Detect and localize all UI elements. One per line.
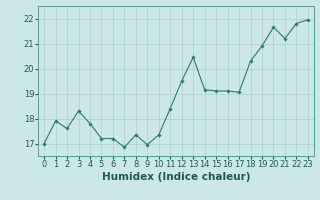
X-axis label: Humidex (Indice chaleur): Humidex (Indice chaleur) [102, 172, 250, 182]
